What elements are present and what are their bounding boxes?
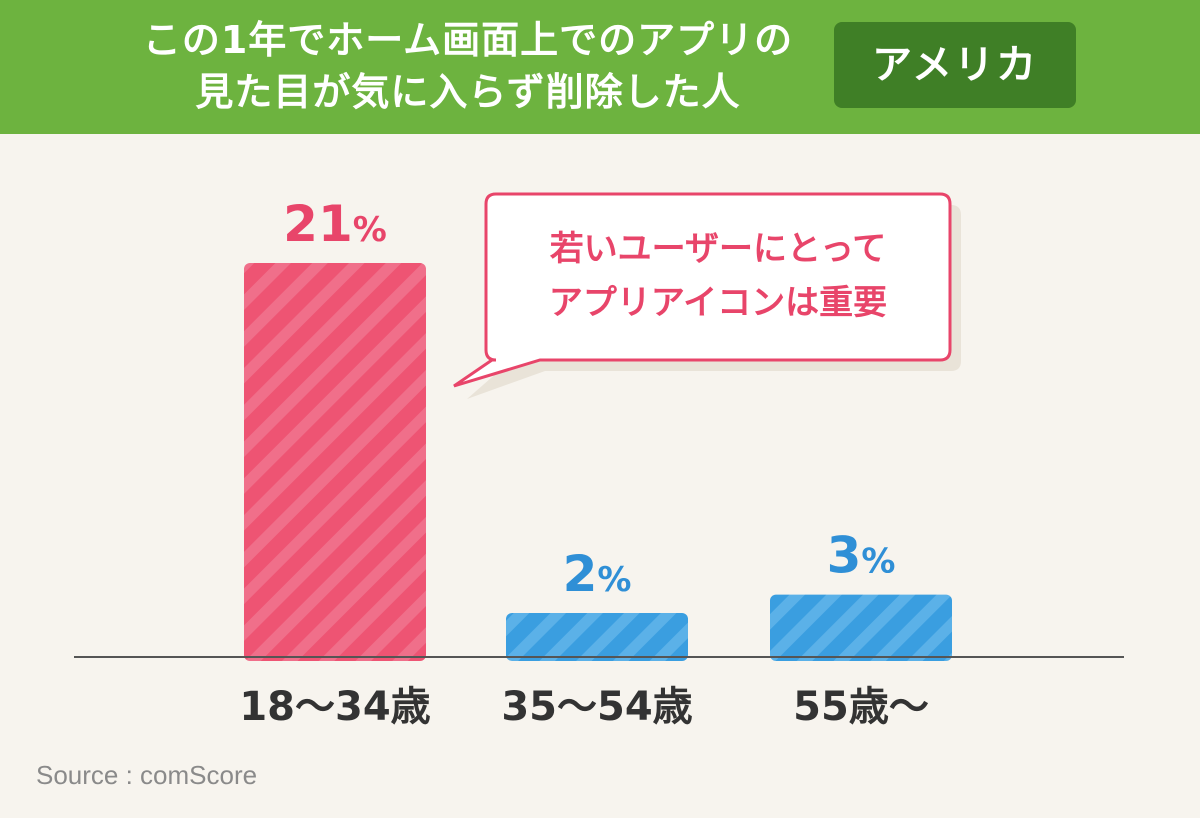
bar-chart: 若いユーザーにとって アプリアイコンは重要 21% 18〜34歳 2% 35〜54歳 3… (74, 192, 1124, 730)
title-line-2: 見た目が気に入らず削除した人 (195, 70, 741, 114)
callout-line-1: 若いユーザーにとって (550, 229, 887, 269)
value-label-2: 2% (563, 545, 632, 603)
bar-3 (770, 594, 952, 661)
value-label-3: 3% (827, 527, 896, 585)
chart-title: この1年でホーム画面上でのアプリの 見た目が気に入らず削除した人 (98, 14, 838, 118)
value-label-1: 21% (283, 195, 387, 253)
callout-line-2: アプリアイコンは重要 (549, 283, 887, 323)
callout-box (453, 192, 952, 388)
callout-bubble: 若いユーザーにとって アプリアイコンは重要 (453, 192, 961, 399)
bar-1 (244, 263, 426, 661)
bar-2 (506, 613, 688, 661)
header-bar: この1年でホーム画面上でのアプリの 見た目が気に入らず削除した人 アメリカ (0, 0, 1200, 134)
title-line-1: この1年でホーム画面上でのアプリの (142, 18, 794, 62)
source-note: Source : comScore (36, 760, 258, 790)
category-label-1: 18〜34歳 (239, 684, 430, 730)
category-label-2: 35〜54歳 (501, 684, 692, 730)
region-badge: アメリカ (834, 22, 1076, 108)
category-label-3: 55歳〜 (793, 684, 929, 730)
bars-layer: 21% 18〜34歳 2% 35〜54歳 3% 55歳〜 (239, 195, 952, 730)
